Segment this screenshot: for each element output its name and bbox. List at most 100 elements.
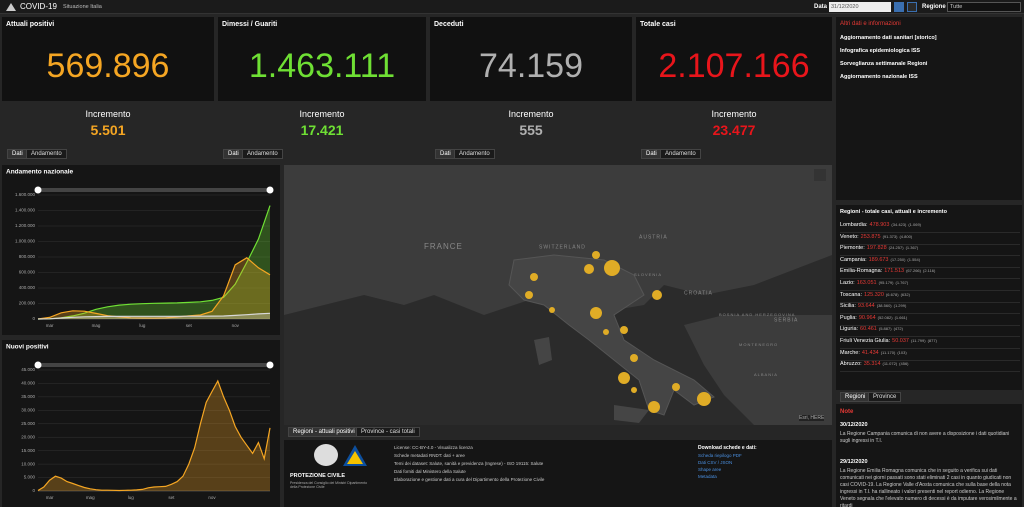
region-select[interactable]: Tutte (947, 2, 1021, 12)
region-current: (5.887) (878, 326, 892, 332)
land (684, 315, 832, 425)
region-row: Friuli Venezia Giulia: 50.037 (11.799) (877… (840, 338, 1020, 349)
map-label: FRANCE (424, 242, 463, 251)
x-tick-label: nov (208, 495, 216, 500)
tab[interactable]: Andamento (242, 149, 283, 159)
tab[interactable]: Province (868, 392, 902, 402)
y-tick-label: 15.000 (21, 448, 35, 453)
regions-title: Regioni - totale casi, attuali e increme… (840, 209, 947, 215)
x-tick-label: mar (46, 495, 54, 500)
tab[interactable]: Dati (7, 149, 28, 159)
info-link[interactable]: Infografica epidemiologica ISS (840, 48, 921, 54)
kpi-increment-label: Incremento (85, 109, 131, 119)
map-label: SLOVENIA (634, 272, 662, 277)
region-bubbles (525, 251, 711, 413)
kpi-value: 2.107.166 (658, 47, 810, 85)
region-row: Lazio: 163.051 (95.179) (1.767) (840, 280, 1020, 291)
slider-handle[interactable] (266, 361, 274, 369)
region-name: Marche: (840, 349, 860, 356)
y-tick-label: 400.000 (19, 285, 36, 290)
clock-button[interactable] (907, 2, 917, 12)
chart-title: Nuovi positivi (6, 344, 49, 351)
map-label: SWITZERLAND (539, 244, 586, 250)
region-total: 197.828 (866, 245, 887, 252)
land (284, 165, 832, 315)
info-link[interactable]: Aggiornamento dati sanitari [storico] (840, 35, 937, 41)
y-tick-label: 35.000 (21, 394, 35, 399)
footer-line: License: CC-BY-4.0 - Visualizza licenza (394, 445, 473, 450)
note-text: La Regione Campania comunica di non aver… (840, 431, 1010, 444)
download-link: Shape aree (698, 467, 722, 472)
kpi-panel: Deceduti 74.159 Incremento 555 (430, 17, 632, 148)
tab[interactable]: Dati (223, 149, 244, 159)
tab[interactable]: Andamento (454, 149, 495, 159)
region-increment: (877) (927, 338, 937, 343)
tab[interactable]: Dati (435, 149, 456, 159)
region-current: (17.250) (890, 256, 906, 262)
region-total: 171.513 (884, 268, 905, 275)
region-name: Sicilia: (840, 303, 856, 310)
info-title: Altri dati e informazioni (840, 21, 901, 27)
map-list-button[interactable] (814, 169, 826, 181)
y-tick-label: 0 (32, 316, 35, 321)
sicily (614, 405, 649, 423)
region-total: 125.320 (864, 291, 884, 298)
slider-handle[interactable] (266, 186, 274, 194)
y-tick-label: 5.000 (24, 475, 36, 480)
italy (508, 254, 715, 416)
y-tick-label: 800.000 (19, 254, 36, 259)
y-tick-label: 1.000.000 (15, 239, 36, 244)
region-name: Campania: (840, 256, 867, 263)
x-tick-label: lug (128, 495, 135, 500)
info-link[interactable]: Aggiornamento nazionale ISS (840, 74, 918, 80)
tab[interactable]: Dati (641, 149, 662, 159)
map-label: CROATIA (684, 290, 713, 296)
notes-panel: Note 30/12/2020 La Regione Campania comun… (836, 404, 1022, 507)
kpi-value: 1.463.111 (248, 47, 396, 85)
kpi-increment: 23.477 (712, 122, 756, 138)
tab[interactable]: Regioni (840, 392, 871, 402)
region-current: (11.799) (910, 338, 926, 343)
info-link[interactable]: Sorveglianza settimanale Regioni (840, 61, 928, 67)
map-label: ALBANIA (754, 372, 778, 377)
kpi-increment: 5.501 (90, 122, 126, 138)
series-area (38, 313, 270, 319)
kpi-increment-area (636, 101, 832, 148)
region-current: (91.373) (882, 233, 898, 239)
kpi-value: 569.896 (46, 47, 170, 85)
note-date: 29/12/2020 (840, 459, 868, 465)
tab[interactable]: Regioni - attuali positivi (288, 427, 360, 437)
region-row: Sicilia: 93.644 (38.560) (1.299) (840, 303, 1020, 315)
region-name: Toscana: (840, 291, 863, 298)
kpi-value: 74.159 (479, 47, 583, 85)
y-tick-label: 20.000 (21, 434, 35, 439)
region-total: 35.314 (863, 361, 881, 368)
slider-handle[interactable] (34, 361, 42, 369)
date-input[interactable]: 31/12/2020 (829, 2, 891, 12)
map-label: BOSNIA AND HERZEGOVINA (719, 312, 795, 317)
download-link: Scheda riepilogo PDF (698, 453, 742, 458)
y-tick-label: 45.000 (21, 367, 35, 372)
region-total: 90.964 (858, 314, 876, 321)
kpi-panel: Totale casi 2.107.166 Incremento 23.477 (636, 17, 832, 148)
y-tick-label: 40.000 (21, 381, 35, 386)
kpi-title: Deceduti (434, 21, 464, 28)
region-total: 93.644 (857, 303, 875, 310)
region-increment: (1.767) (895, 280, 909, 285)
top-bar: COVID-19 Situazione Italia Data 31/12/20… (0, 0, 1024, 14)
calendar-button[interactable] (894, 2, 904, 12)
region-increment: (1.661) (894, 314, 908, 320)
region-current: (11.170) (880, 349, 896, 355)
slider-handle[interactable] (34, 186, 42, 194)
footer-line: Dati forniti dal Ministero della Salute (394, 469, 466, 474)
tab[interactable]: Andamento (660, 149, 701, 159)
y-tick-label: 200.000 (19, 301, 36, 306)
map: FRANCE SWITZERLAND AUSTRIA SLOVENIA CROATIA B… (284, 165, 832, 425)
tab[interactable]: Andamento (26, 149, 67, 159)
kpi-title: Attuali positivi (6, 21, 55, 28)
x-tick-label: mar (46, 323, 54, 328)
series-line (37, 205, 271, 320)
region-total: 163.051 (856, 280, 877, 286)
y-tick-label: 600.000 (19, 270, 36, 275)
tab[interactable]: Province - casi totali (356, 427, 420, 437)
